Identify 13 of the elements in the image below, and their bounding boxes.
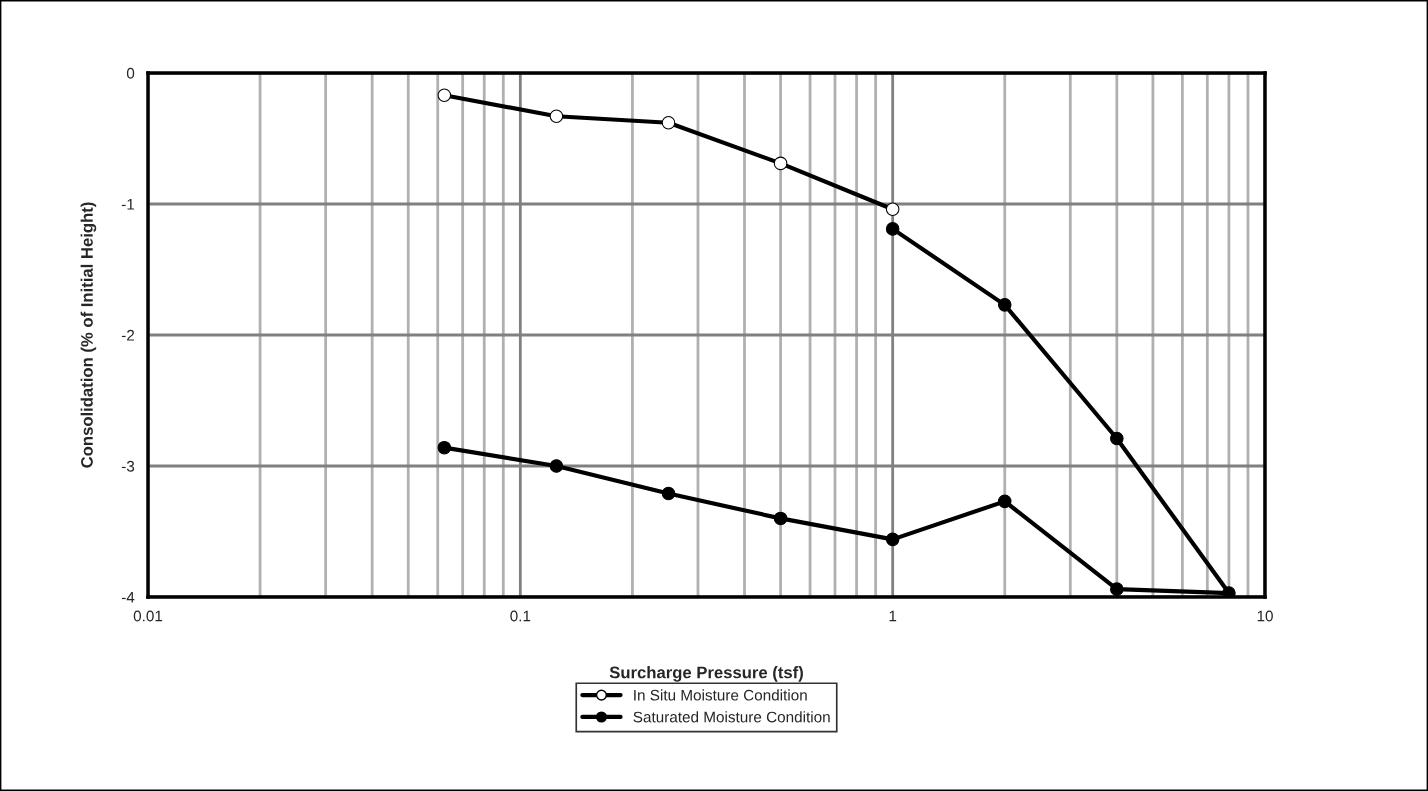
- y-tick-label: -2: [121, 329, 135, 341]
- y-axis-title: Consolidation (% of Initial Height): [80, 202, 97, 468]
- x-tick-label: 10: [1257, 610, 1273, 622]
- y-tick-label: -4: [121, 592, 135, 603]
- x-tick-label: 0.01: [133, 610, 163, 622]
- legend-label: Saturated Moisture Condition: [633, 711, 830, 723]
- y-tick-label: 0: [126, 67, 135, 79]
- x-tick-label: 1: [889, 610, 897, 622]
- y-tick-label: -1: [121, 199, 135, 210]
- x-axis-title: Surcharge Pressure (tsf): [609, 666, 803, 682]
- y-tick-label: -3: [121, 460, 135, 472]
- x-tick-label: 0.1: [510, 610, 531, 622]
- legend-label: In Situ Moisture Condition: [634, 689, 807, 701]
